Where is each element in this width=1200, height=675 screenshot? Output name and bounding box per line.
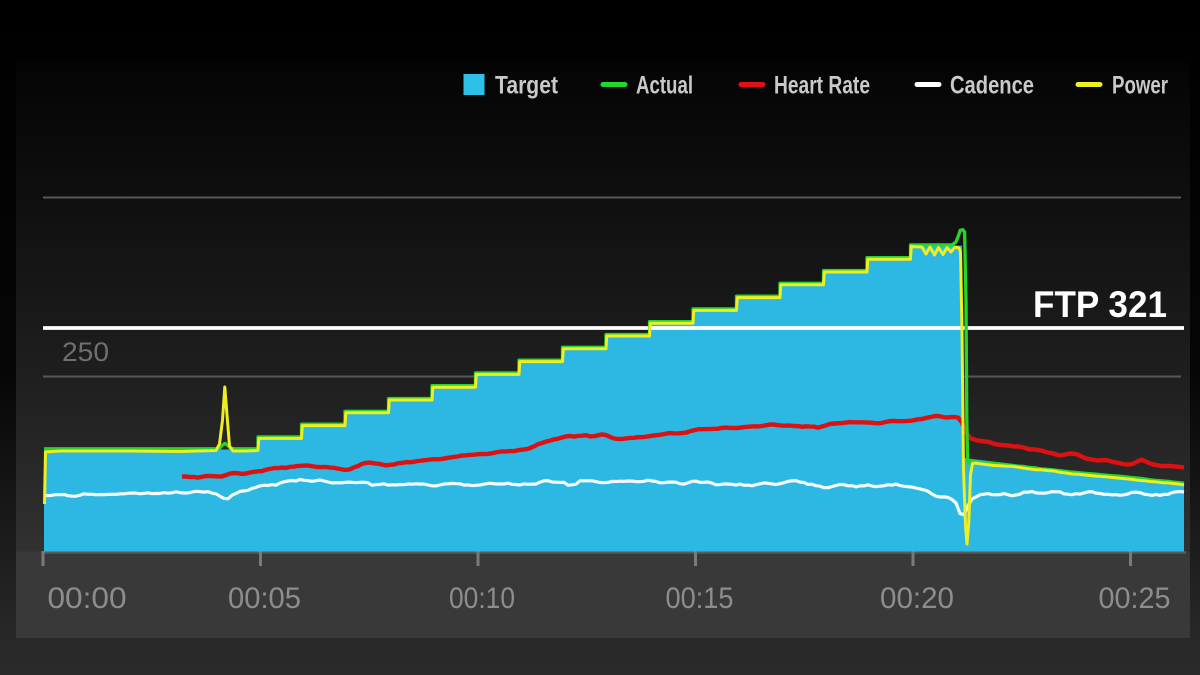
svg-text:Power: Power (1112, 72, 1168, 100)
svg-text:00:00: 00:00 (48, 582, 127, 615)
svg-text:Cadence: Cadence (950, 72, 1034, 100)
svg-text:Heart Rate: Heart Rate (774, 72, 870, 100)
svg-text:FTP 321: FTP 321 (1033, 284, 1167, 325)
svg-text:00:15: 00:15 (666, 582, 734, 615)
svg-text:Target: Target (495, 72, 559, 100)
svg-text:00:25: 00:25 (1099, 582, 1171, 615)
svg-text:00:10: 00:10 (449, 582, 515, 615)
svg-text:Actual: Actual (636, 72, 693, 100)
svg-text:00:05: 00:05 (228, 582, 301, 615)
svg-text:250: 250 (62, 337, 109, 367)
svg-text:00:20: 00:20 (880, 582, 954, 615)
